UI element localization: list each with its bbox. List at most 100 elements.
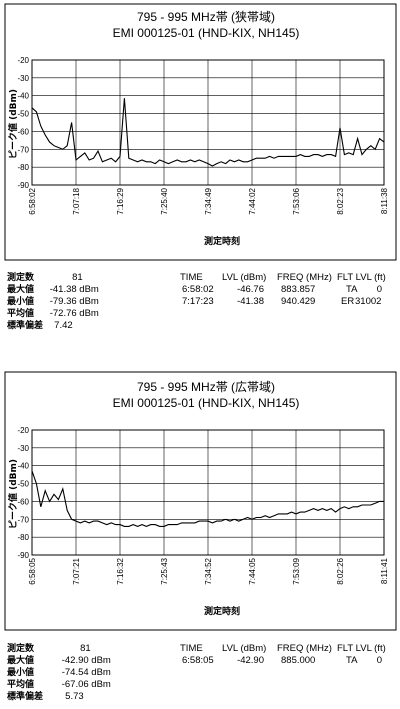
mean-value: -67.06 (61, 679, 89, 690)
chart-title: 795 - 995 MHz帯 (広帯域) (137, 380, 275, 394)
x-tick-label: 6:58:05 (28, 557, 37, 584)
max-value: -42.90 (61, 655, 89, 666)
mean-label: 平均値 (7, 309, 35, 319)
wideband-chart: 795 - 995 MHz帯 (広帯域) EMI 000125-01 (HND-… (4, 371, 397, 631)
freq-header: FREQ (MHz) (277, 643, 332, 654)
count-value: 81 (80, 643, 91, 654)
y-tick-label: -20 (17, 426, 29, 435)
mean-unit: dBm (79, 308, 99, 319)
chart-frame (4, 371, 397, 631)
entry-time: 6:58:05 (182, 655, 214, 666)
y-tick-label: -70 (17, 515, 29, 524)
stddev-row: 標準偏差 7.42 (7, 320, 73, 332)
x-tick-label: 8:11:41 (380, 557, 389, 584)
y-axis-label: ピーク値 (dBm) (7, 89, 19, 159)
entry-time: 7:17:23 (182, 296, 214, 307)
max-row: 最大値 -41.38 dBm (7, 284, 99, 296)
mean-value: -72.76 (49, 308, 77, 319)
max-value: -41.38 (49, 284, 77, 295)
chart-title: 795 - 995 MHz帯 (狭帯域) (137, 10, 275, 24)
series-line (31, 470, 384, 527)
chart-subtitle: EMI 000125-01 (HND-KIX, NH145) (113, 26, 300, 40)
mean-row: 平均値 -72.76 dBm (7, 308, 99, 320)
x-tick-label: 7:53:09 (292, 557, 301, 584)
narrowband-chart: 795 - 995 MHz帯 (狭帯域) EMI 000125-01 (HND-… (4, 3, 397, 261)
y-tick-label: -90 (17, 181, 29, 190)
max-label: 最大値 (7, 285, 35, 295)
y-tick-label: -80 (17, 163, 29, 172)
x-tick-label: 7:07:21 (72, 557, 81, 584)
y-tick-label: -50 (17, 480, 29, 489)
flt-header: FLT LVL (ft) (337, 272, 386, 283)
stddev-value: 7.42 (54, 320, 73, 331)
x-tick-label: 7:16:32 (116, 557, 125, 584)
entry-level: -41.38 (237, 296, 264, 307)
min-row: 最小値 -79.36 dBm (7, 296, 99, 308)
min-unit: dBm (91, 667, 111, 678)
mean-label: 平均値 (7, 680, 35, 690)
min-label: 最小値 (7, 297, 35, 307)
chart-subtitle: EMI 000125-01 (HND-KIX, NH145) (113, 396, 300, 410)
entry-flight-phase: TA (346, 284, 358, 295)
entry-flight-phase: ER (341, 296, 355, 307)
max-row: 最大値 -42.90 dBm (7, 655, 111, 667)
x-tick-label: 7:53:06 (292, 187, 301, 214)
min-value: -79.36 (49, 296, 77, 307)
stddev-label: 標準偏差 (7, 321, 44, 331)
entry-flight-level: 31002 (355, 296, 382, 307)
measurement-count-row: 測定数 81 (7, 272, 83, 284)
entry-level: -46.76 (237, 284, 264, 295)
series-line (31, 98, 385, 167)
y-tick-label: -40 (17, 462, 29, 471)
count-label: 測定数 (7, 644, 35, 654)
entry-flight-level: 0 (376, 655, 382, 666)
measurement-count-row: 測定数 81 (7, 643, 91, 655)
y-tick-label: -50 (17, 110, 29, 119)
x-tick-label: 7:34:52 (204, 557, 213, 584)
x-axis-label: 測定時刻 (204, 235, 240, 247)
y-tick-label: -30 (17, 444, 29, 453)
min-row: 最小値 -74.54 dBm (7, 667, 111, 679)
min-value: -74.54 (61, 667, 89, 678)
max-label: 最大値 (7, 656, 35, 666)
y-tick-label: -20 (17, 56, 29, 65)
lvl-header: LVL (dBm) (222, 272, 267, 283)
x-tick-label: 8:11:38 (380, 187, 389, 214)
freq-header: FREQ (MHz) (277, 272, 332, 283)
count-value: 81 (72, 272, 83, 283)
x-axis-label: 測定時刻 (204, 605, 240, 617)
entry-flight-phase: TA (346, 655, 358, 666)
x-tick-label: 7:16:29 (116, 187, 125, 214)
chart-frame (4, 3, 397, 261)
min-label: 最小値 (7, 668, 35, 678)
x-tick-label: 7:44:05 (248, 557, 257, 584)
time-header: TIME (180, 272, 203, 283)
y-tick-label: -80 (17, 533, 29, 542)
entry-time: 6:58:02 (182, 284, 214, 295)
stddev-value: 5.73 (65, 691, 84, 702)
y-tick-label: -90 (17, 551, 29, 560)
entry-frequency: 883.857 (281, 284, 316, 295)
entry-level: -42.90 (237, 655, 264, 666)
y-tick-label: -60 (17, 497, 29, 506)
x-tick-label: 7:34:49 (204, 187, 213, 214)
x-tick-label: 8:02:26 (336, 557, 345, 584)
count-label: 測定数 (7, 273, 35, 283)
y-tick-label: -70 (17, 145, 29, 154)
mean-row: 平均値 -67.06 dBm (7, 679, 111, 691)
max-unit: dBm (79, 284, 99, 295)
x-tick-label: 8:02:23 (336, 187, 345, 214)
entry-frequency: 885.000 (281, 655, 316, 666)
x-tick-label: 7:44:02 (248, 187, 257, 214)
min-unit: dBm (79, 296, 99, 307)
x-tick-label: 7:25:43 (160, 557, 169, 584)
entry-frequency: 940.429 (281, 296, 316, 307)
y-tick-label: -30 (17, 74, 29, 83)
flt-header: FLT LVL (ft) (337, 643, 386, 654)
x-tick-label: 7:25:40 (160, 187, 169, 214)
mean-unit: dBm (91, 679, 111, 690)
y-axis-label: ピーク値 (dBm) (7, 459, 19, 529)
max-unit: dBm (91, 655, 111, 666)
stddev-label: 標準偏差 (7, 692, 44, 702)
y-tick-label: -60 (17, 127, 29, 136)
